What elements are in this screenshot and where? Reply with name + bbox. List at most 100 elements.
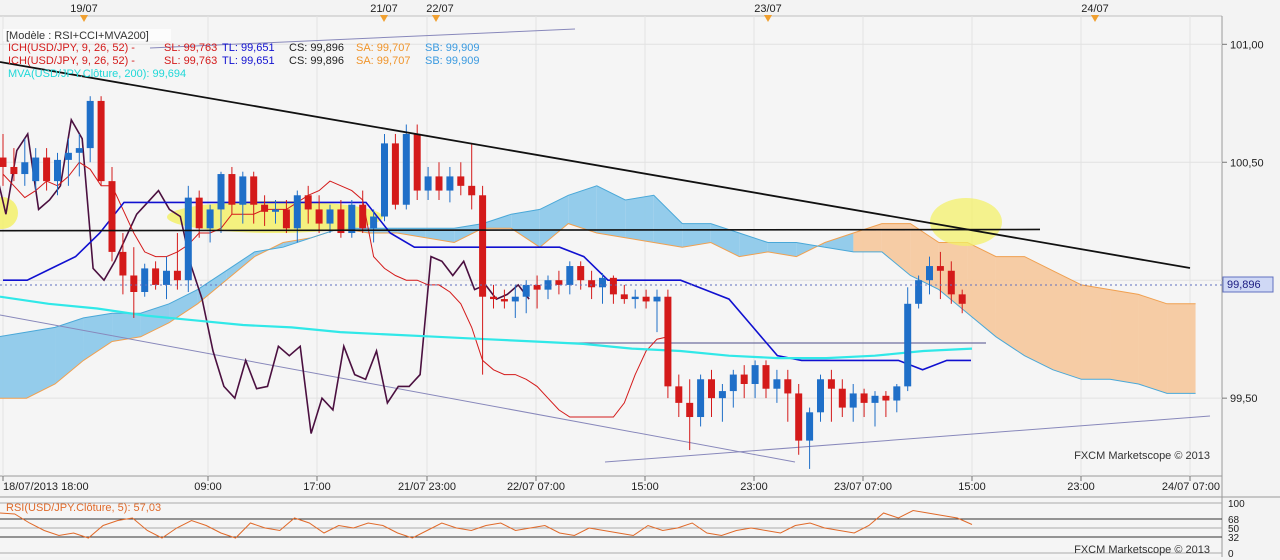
candle-body xyxy=(708,379,715,399)
cloud-segment xyxy=(1081,284,1111,380)
rsi-watermark: FXCM Marketscope © 2013 xyxy=(1074,544,1210,556)
candle xyxy=(533,275,541,309)
candle-body xyxy=(599,277,606,288)
candle-body xyxy=(457,176,465,186)
kijun-sen xyxy=(3,201,971,371)
candle xyxy=(446,166,454,203)
price-badge-box xyxy=(1222,276,1274,293)
cloud-segment xyxy=(995,256,1025,356)
legend-ich-2: ICH(USD/JPY, 9, 26, 52) - SL: 99,763 TL:… xyxy=(8,55,479,67)
candle xyxy=(599,273,606,304)
candle xyxy=(381,133,388,222)
upper-channel-line xyxy=(149,28,576,49)
top-marker-label: 23/07 xyxy=(754,3,782,15)
candle xyxy=(315,195,323,234)
candle xyxy=(304,185,312,224)
rsi-line xyxy=(0,509,973,539)
candle xyxy=(97,96,105,186)
rsi-plot-area[interactable] xyxy=(0,497,1222,557)
candle-body xyxy=(119,251,127,276)
candle xyxy=(370,209,378,243)
candle-body xyxy=(261,204,269,212)
top-marker-arrow xyxy=(80,15,88,22)
candle-body xyxy=(348,204,356,234)
candle-body xyxy=(893,386,901,401)
candle xyxy=(697,374,705,427)
candle xyxy=(32,148,40,191)
candle-body xyxy=(402,133,410,205)
candle xyxy=(43,148,51,191)
cloud-segment xyxy=(824,233,854,252)
candle xyxy=(511,284,519,318)
top-marker-arrow xyxy=(432,15,440,22)
candle-body xyxy=(337,209,345,234)
top-date-markers: 19/07 21/07 22/07 23/07 24/07 xyxy=(70,3,1109,22)
candle-body xyxy=(860,393,868,403)
candle-body xyxy=(490,296,497,300)
candle xyxy=(882,391,890,418)
candle xyxy=(228,166,236,215)
candle xyxy=(359,190,367,234)
watermark: FXCM Marketscope © 2013 xyxy=(1074,450,1210,462)
candle xyxy=(740,365,748,399)
candle-body xyxy=(588,280,596,288)
cloud-segment xyxy=(710,223,740,257)
candle-body xyxy=(228,174,236,205)
candle xyxy=(217,171,225,234)
candle xyxy=(664,289,672,399)
candle xyxy=(686,379,694,451)
candle-body xyxy=(718,391,726,399)
candle xyxy=(871,391,879,427)
candle-body xyxy=(304,195,312,210)
candle-body xyxy=(511,296,519,302)
top-marker-label: 22/07 xyxy=(426,3,454,15)
candle xyxy=(544,275,552,300)
candle-body xyxy=(163,270,170,285)
candlesticks xyxy=(0,96,966,469)
cloud-segment xyxy=(739,233,768,257)
candle-body xyxy=(631,296,639,300)
candle-body xyxy=(435,176,443,191)
candle xyxy=(64,138,72,186)
candle-body xyxy=(446,176,454,191)
candle-body xyxy=(958,294,966,304)
legend-model: [Modèle : RSI+CCI+MVA200] xyxy=(6,30,149,42)
candle-body xyxy=(250,176,258,205)
candle-body xyxy=(566,266,574,285)
candle-body xyxy=(947,270,955,295)
cloud-segment xyxy=(226,251,255,281)
price-plot-area[interactable] xyxy=(0,16,1222,476)
cloud-segment xyxy=(881,223,911,276)
candle-body xyxy=(239,176,247,205)
candle-body xyxy=(751,365,759,384)
candle-body xyxy=(795,393,803,441)
candle-body xyxy=(206,209,214,229)
candle xyxy=(915,275,923,309)
candle-body xyxy=(609,277,617,295)
candle xyxy=(675,374,683,418)
candle-body xyxy=(75,148,83,153)
candle xyxy=(173,233,181,290)
candle xyxy=(642,289,650,309)
mva200-line xyxy=(0,295,973,360)
candle-body xyxy=(21,162,29,175)
rsi-level-label: 100 xyxy=(1228,499,1245,510)
time-tick-label: 17:00 xyxy=(303,481,331,493)
top-marker-label: 21/07 xyxy=(370,3,398,15)
legend-mva: MVA(USD/JPY.Clôture, 200): 99,694 xyxy=(8,68,186,80)
candle-body xyxy=(391,143,399,205)
candle xyxy=(849,384,857,422)
candle xyxy=(457,162,465,196)
candle-body xyxy=(217,174,225,210)
candle-body xyxy=(686,402,694,418)
candle xyxy=(119,233,127,295)
time-tick-label: 18/07/2013 18:00 xyxy=(3,481,89,493)
time-tick-label: 23:00 xyxy=(1067,481,1095,493)
cloud-segment xyxy=(140,303,170,337)
candle-body xyxy=(882,395,890,401)
candle-body xyxy=(653,296,661,302)
candle-body xyxy=(479,195,487,297)
